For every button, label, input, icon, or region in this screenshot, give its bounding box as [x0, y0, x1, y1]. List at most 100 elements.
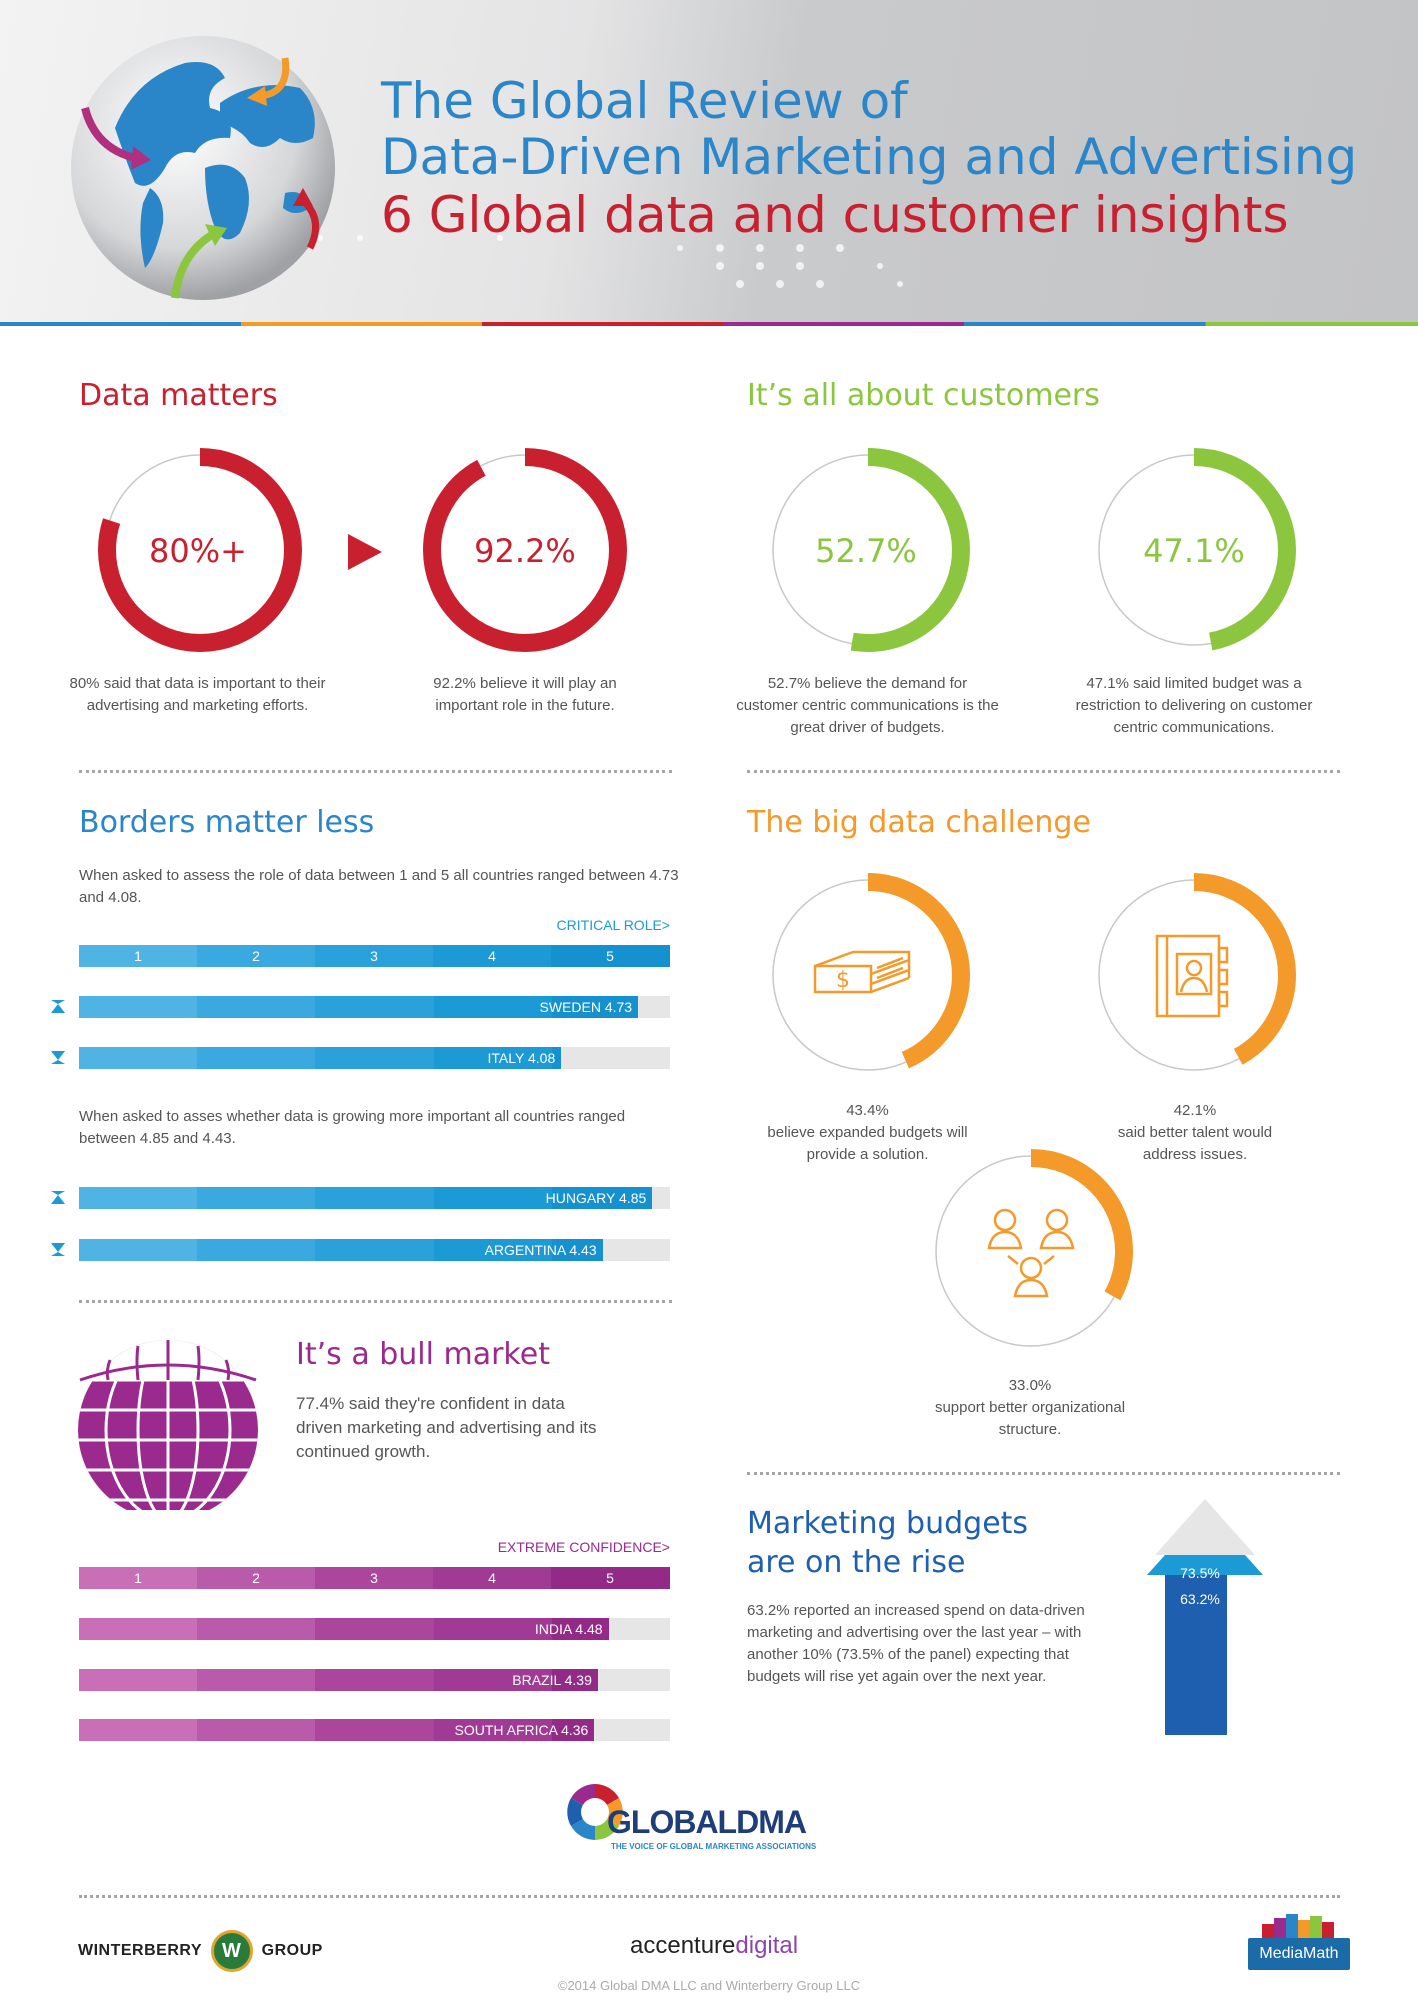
data-matters-caption-1: 80% said that data is important to their… [69, 675, 326, 714]
borders-title: Borders matter less [79, 805, 375, 840]
bar-fill-segment [433, 1669, 552, 1691]
svg-text:$: $ [836, 968, 850, 993]
scale-number: 3 [370, 1570, 378, 1586]
globaldma-tagline: THE VOICE OF GLOBAL MARKETING ASSOCIATIO… [611, 1842, 817, 1851]
scale-segment [551, 1567, 670, 1589]
scale-segment [315, 945, 433, 967]
bar-fill-segment [315, 1187, 434, 1209]
big-data-caption-2: 42.1% said better talent would address i… [1100, 1100, 1290, 1166]
bar-fill-segment [79, 996, 198, 1018]
scale-segment [79, 945, 197, 967]
bar-fill-segment [315, 996, 434, 1018]
bar-fill-segment [79, 1618, 198, 1640]
winterberry-mark-icon: W [210, 1930, 253, 1972]
scale-segment [551, 945, 670, 967]
title-line-1: The Global Review of [381, 72, 908, 130]
bar-fill-segment [315, 1669, 434, 1691]
bar-fill-segment [197, 1669, 316, 1691]
divider [79, 1300, 672, 1303]
footer-divider [79, 1895, 1340, 1898]
country-bar-label: INDIA 4.48 [534, 1621, 603, 1637]
mediamath-mark-icon [1262, 1914, 1334, 1940]
copyright: ©2014 Global DMA LLC and Winterberry Gro… [557, 1978, 861, 1993]
bar-fill-segment [315, 1719, 434, 1741]
country-bar-label: HUNGARY 4.85 [545, 1190, 647, 1206]
bar-fill-segment [433, 1719, 552, 1741]
big-data-stat-3: 33.0% [1008, 1377, 1052, 1394]
globaldma-logo: GLOBALDMA THE VOICE OF GLOBAL MARKETING … [565, 1782, 845, 1862]
accenture-digital: digital [735, 1932, 799, 1959]
title-line-3: 6 Global data and customer insights [381, 186, 1289, 244]
data-matters-ring-2: 92.2% [423, 448, 627, 652]
big-data-ring-1: $ [766, 873, 970, 1077]
country-bar-india: INDIA 4.48 [79, 1618, 670, 1640]
people-network-icon [987, 1208, 1075, 1298]
accenture-logo: accenturedigital [630, 1932, 798, 1960]
customers-caption-2: 47.1% said limited budget was a restrict… [1075, 675, 1313, 736]
big-data-text-3: support better organizational structure. [934, 1399, 1126, 1438]
winterberry-logo: WINTERBERRY W GROUP [78, 1930, 323, 1972]
scale-number: 3 [370, 948, 378, 964]
customers-caption-1: 52.7% believe the demand for customer ce… [736, 675, 999, 736]
data-matters-stat-2: 92.2% [474, 532, 576, 570]
borders-intro-1: When asked to assess the role of data be… [79, 867, 679, 906]
bar-fill-segment [197, 1239, 316, 1261]
customers-ring-2: 47.1% [1092, 448, 1296, 652]
globaldma-wordmark: GLOBALDMA [607, 1804, 807, 1840]
bar-fill-segment [197, 1719, 316, 1741]
divider [747, 770, 1340, 773]
customers-title: It’s all about customers [747, 378, 1100, 413]
bar-fill-segment [315, 1047, 434, 1069]
bar-fill-segment [197, 1047, 316, 1069]
extreme-confidence-label: EXTREME CONFIDENCE> [497, 1539, 670, 1555]
scale-segment [315, 1567, 433, 1589]
borders-scale-bar: 1 2 3 4 5 [79, 945, 670, 967]
title-line-2: Data-Driven Marketing and Advertising [381, 128, 1358, 186]
bar-fill-segment [551, 1669, 598, 1691]
scale-segment [433, 945, 551, 967]
bar-fill-segment [433, 1239, 552, 1261]
data-matters-caption-2: 92.2% believe it will play an important … [433, 675, 617, 714]
critical-role-label: CRITICAL ROLE> [556, 917, 670, 933]
budgets-title-line-2: are on the rise [747, 1545, 966, 1580]
country-bar-label: ARGENTINA 4.43 [484, 1242, 597, 1258]
country-bar-label: BRAZIL 4.39 [512, 1672, 592, 1688]
bar-fill-segment [551, 1618, 609, 1640]
bar-fill-segment [197, 1618, 316, 1640]
scale-segment [197, 945, 315, 967]
big-data-title: The big data challenge [747, 805, 1091, 840]
big-data-stat-2: 42.1% [1173, 1102, 1217, 1119]
bar-fill-segment [551, 1047, 562, 1069]
bar-fill-segment [79, 1047, 198, 1069]
bar-fill-segment [197, 996, 316, 1018]
big-data-ring-3 [929, 1149, 1133, 1353]
big-data-text-1: believe expanded budgets will provide a … [767, 1124, 968, 1163]
big-data-text-2: said better talent would address issues. [1117, 1124, 1273, 1163]
country-bar-label: SWEDEN 4.73 [539, 999, 633, 1015]
money-icon: $ [813, 950, 911, 994]
budgets-title-line-1: Marketing budgets [747, 1506, 1029, 1541]
globe-illustration [71, 36, 335, 300]
scale-segment [433, 1567, 551, 1589]
country-bar-hungary: HUNGARY 4.85 [79, 1187, 670, 1209]
big-data-stat-1: 43.4% [846, 1102, 889, 1119]
color-rule [0, 322, 1418, 326]
winterberry-right: GROUP [261, 1942, 323, 1960]
bar-fill-segment [551, 996, 639, 1018]
bar-fill-segment [79, 1669, 198, 1691]
globe-grid-icon [78, 1340, 258, 1510]
bar-fill-segment [197, 1187, 316, 1209]
header-banner: The Global Review of Data-Driven Marketi… [0, 0, 1418, 322]
country-bar-italy: ITALY 4.08 [79, 1047, 670, 1069]
scale-number: 5 [606, 1570, 614, 1586]
highest-marker-icon [51, 1000, 65, 1013]
highest-marker-icon [51, 1191, 65, 1204]
scale-number: 1 [134, 948, 142, 964]
data-matters-title: Data matters [79, 378, 278, 413]
bull-text: 77.4% said they're confident in data dri… [296, 1394, 597, 1461]
bar-fill-segment [551, 1719, 595, 1741]
customers-stat-1: 52.7% [815, 532, 917, 570]
bar-fill-segment [551, 1187, 653, 1209]
profile-book-icon [1155, 934, 1229, 1018]
scale-number: 4 [488, 1570, 496, 1586]
